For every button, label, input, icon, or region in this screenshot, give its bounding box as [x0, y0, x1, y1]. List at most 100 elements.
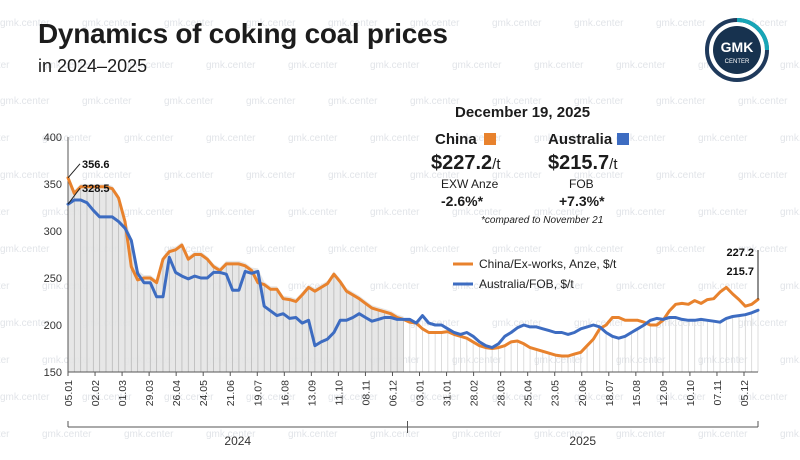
x-tick-label: 10.10: [685, 380, 697, 406]
watermark-text: gmk.center: [452, 281, 502, 292]
watermark-text: gmk.center: [780, 133, 800, 144]
legend-label-china: China/Ex-works, Anze, $/t: [479, 257, 617, 271]
watermark-text: gmk.center: [124, 60, 174, 71]
watermark-text: gmk.center: [82, 392, 132, 403]
watermark-text: gmk.center: [452, 133, 502, 144]
watermark-text: gmk.center: [492, 170, 542, 181]
watermark-text: gmk.center: [738, 244, 788, 255]
watermark-text: gmk.center: [574, 96, 624, 107]
x-tick-label: 02.02: [90, 380, 102, 406]
watermark-text: gmk.center: [492, 18, 542, 29]
watermark-text: gmk.center: [616, 133, 666, 144]
watermark-text: gmk.center: [0, 133, 10, 144]
chart-title: Dynamics of coking coal prices: [38, 18, 448, 49]
watermark-text: gmk.center: [410, 170, 460, 181]
watermark-text: gmk.center: [492, 318, 542, 329]
watermark-text: gmk.center: [42, 355, 92, 366]
watermark-text: gmk.center: [574, 18, 624, 29]
watermark-text: gmk.center: [0, 170, 50, 181]
australia-price: $215.7: [548, 152, 610, 174]
watermark-text: gmk.center: [452, 429, 502, 440]
info-footnote: *compared to November 21: [481, 215, 604, 226]
watermark-text: gmk.center: [42, 133, 92, 144]
watermark-text: gmk.center: [328, 244, 378, 255]
x-tick-label: 13.09: [306, 380, 318, 406]
watermark-text: gmk.center: [574, 392, 624, 403]
watermark-text: gmk.center: [164, 18, 214, 29]
china-label: China: [435, 131, 477, 148]
watermark-text: gmk.center: [780, 207, 800, 218]
watermark-text: gmk.center: [288, 207, 338, 218]
watermark-text: gmk.center: [328, 18, 378, 29]
annotation-leader: [67, 163, 81, 179]
x-tick-label: 21.06: [225, 380, 237, 406]
china-price-unit: /t: [492, 156, 501, 173]
watermark-text: gmk.center: [534, 429, 584, 440]
x-tick-label: 28.03: [496, 380, 508, 406]
watermark-text: gmk.center: [616, 429, 666, 440]
watermark-text: gmk.center: [780, 281, 800, 292]
china-price: $227.2: [431, 152, 493, 174]
watermark-text: gmk.center: [410, 96, 460, 107]
watermark-text: gmk.center: [656, 392, 706, 403]
y-tick-label: 300: [44, 226, 62, 238]
watermark-text: gmk.center: [206, 60, 256, 71]
year-label-2024: 2024: [224, 434, 251, 448]
watermark-text: gmk.center: [206, 207, 256, 218]
watermark-text: gmk.center: [370, 429, 420, 440]
y-tick-label: 150: [44, 367, 62, 379]
x-tick-label: 11.10: [333, 380, 345, 406]
watermark-text: gmk.center: [0, 318, 50, 329]
x-tick-label: 12.09: [658, 380, 670, 406]
watermark-text: gmk.center: [534, 355, 584, 366]
year-2024-shade: [68, 174, 404, 372]
watermark-text: gmk.center: [0, 281, 10, 292]
watermark-text: gmk.center: [42, 207, 92, 218]
australia-basis: FOB: [569, 177, 594, 191]
watermark-text: gmk.center: [780, 429, 800, 440]
y-tick-label: 400: [44, 132, 62, 144]
x-tick-label: 05.01: [63, 380, 75, 406]
y-tick-label: 200: [44, 320, 62, 332]
watermark-text: gmk.center: [738, 170, 788, 181]
watermark-text: gmk.center: [738, 318, 788, 329]
watermark-text: gmk.center: [698, 207, 748, 218]
china-change: -2.6%*: [441, 193, 484, 209]
watermark-text: gmk.center: [370, 207, 420, 218]
watermark-text: gmk.center: [370, 281, 420, 292]
watermark-text: gmk.center: [492, 244, 542, 255]
watermark-text: gmk.center: [288, 60, 338, 71]
watermark-text: gmk.center: [246, 392, 296, 403]
annotation-leader: [67, 187, 81, 205]
watermark-text: gmk.center: [656, 18, 706, 29]
watermark-text: gmk.center: [574, 244, 624, 255]
australia-change: +7.3%*: [559, 193, 605, 209]
watermark-text: gmk.center: [410, 244, 460, 255]
watermark-text: gmk.center: [0, 60, 10, 71]
data-label: 227.2: [726, 247, 754, 259]
watermark-text: gmk.center: [0, 392, 50, 403]
watermark-text: gmk.center: [656, 96, 706, 107]
watermark-text: gmk.center: [534, 281, 584, 292]
china-price-line: $227.2/t: [431, 152, 501, 175]
watermark-text: gmk.center: [328, 96, 378, 107]
watermark-text: gmk.center: [574, 318, 624, 329]
china-basis: EXW Anze: [441, 177, 499, 191]
x-tick-label: 16.08: [279, 380, 291, 406]
data-label: 356.6: [82, 159, 110, 171]
watermark-text: gmk.center: [452, 60, 502, 71]
australia-price-line: $215.7/t: [548, 152, 618, 175]
watermark-text: gmk.center: [42, 429, 92, 440]
watermark-text: gmk.center: [288, 429, 338, 440]
watermark-text: gmk.center: [574, 170, 624, 181]
watermark-text: gmk.center: [246, 170, 296, 181]
watermark-text: gmk.center: [164, 392, 214, 403]
watermark-text: gmk.center: [698, 133, 748, 144]
watermark-text: gmk.center: [42, 60, 92, 71]
watermark-text: gmk.center: [82, 18, 132, 29]
watermark-text: gmk.center: [288, 133, 338, 144]
data-label: 215.7: [726, 266, 754, 278]
china-swatch: [484, 133, 496, 145]
watermark-text: gmk.center: [0, 18, 50, 29]
